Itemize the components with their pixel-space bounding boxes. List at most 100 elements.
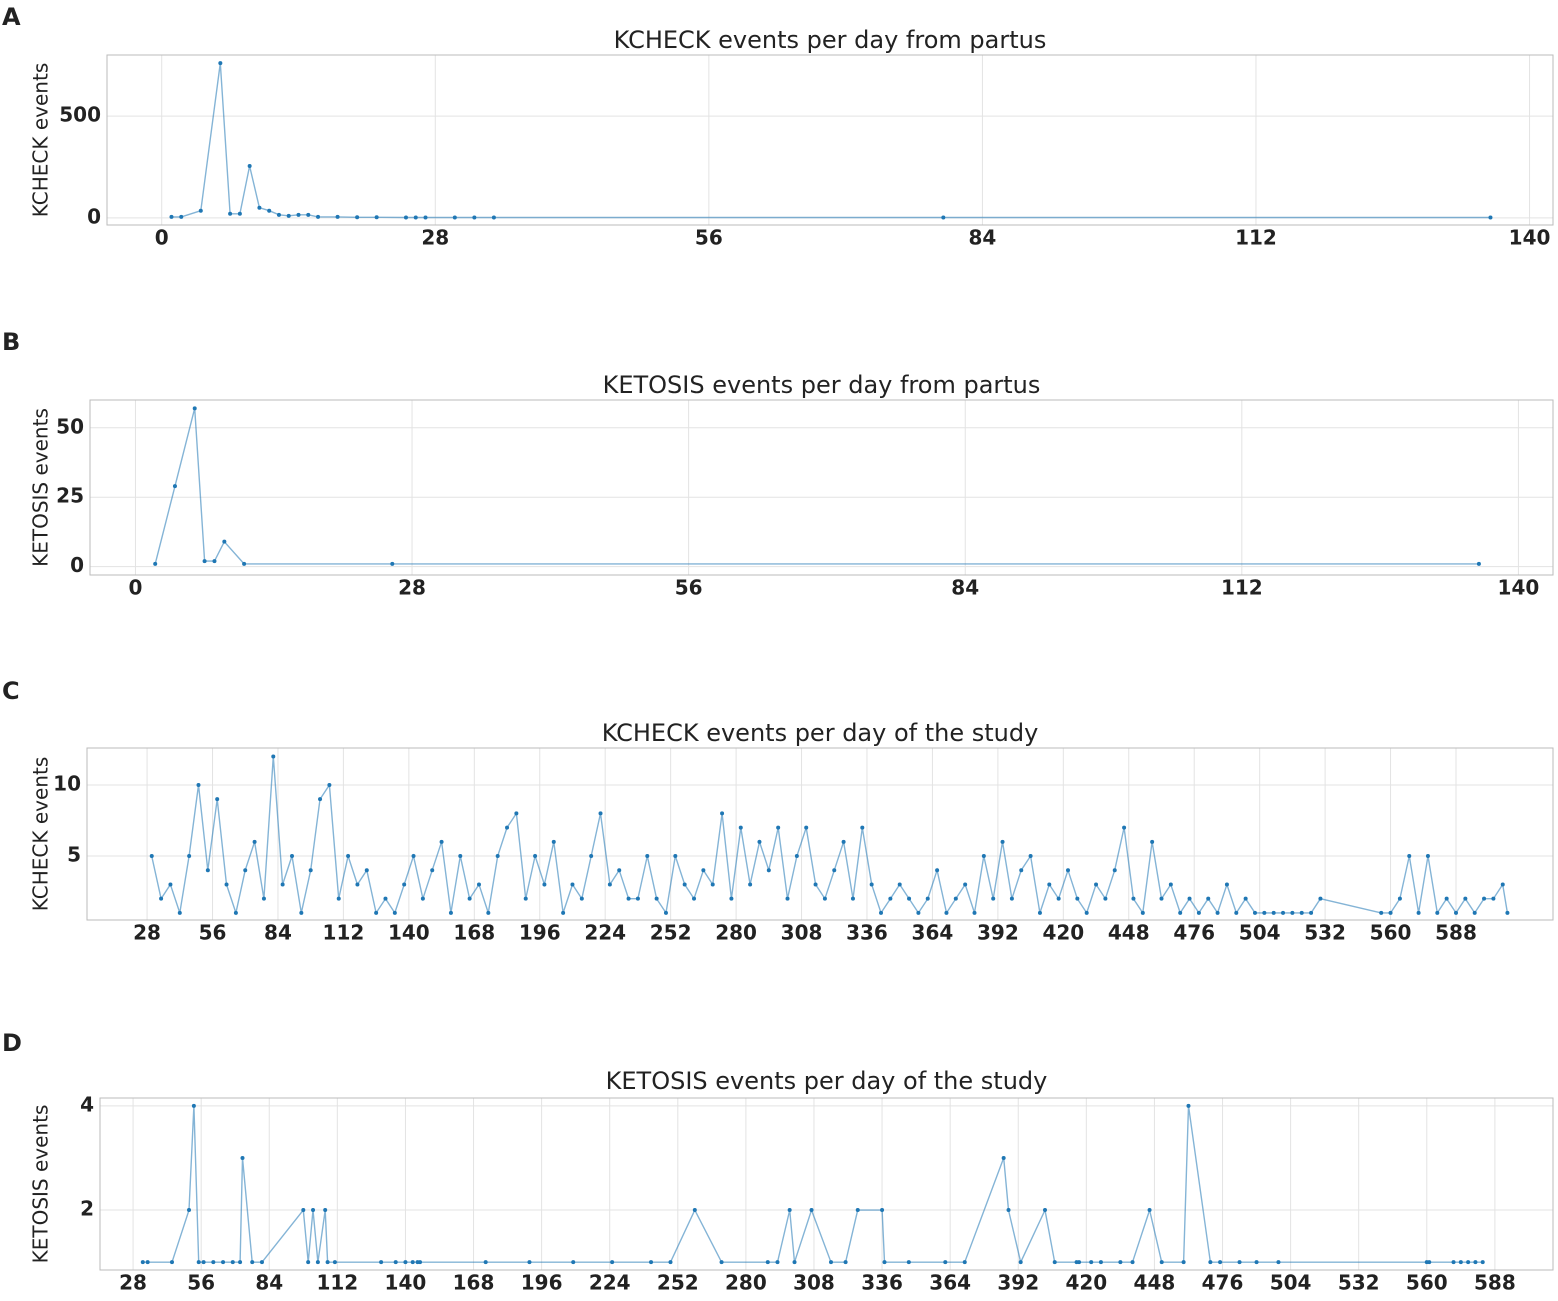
y-tick-label: 500	[59, 103, 101, 127]
data-point	[855, 1208, 860, 1213]
x-tick-label: 476	[1173, 921, 1215, 945]
x-tick-label: 84	[968, 226, 996, 250]
data-point	[617, 868, 622, 873]
x-tick-label: 112	[323, 921, 365, 945]
data-point	[654, 896, 659, 901]
data-point	[1098, 1260, 1103, 1265]
x-tick-label: 112	[1235, 226, 1277, 250]
data-point	[169, 214, 174, 219]
data-point	[719, 1260, 724, 1265]
x-tick-label: 308	[781, 921, 823, 945]
data-point	[963, 882, 968, 887]
data-point	[323, 1208, 328, 1213]
data-point	[390, 561, 395, 566]
data-point	[403, 215, 408, 220]
data-point	[561, 910, 566, 915]
data-point	[542, 882, 547, 887]
data-point	[1237, 1260, 1242, 1265]
data-point	[850, 896, 855, 901]
data-point	[187, 1208, 192, 1213]
data-point	[237, 211, 242, 216]
data-point	[1089, 1260, 1094, 1265]
data-point	[1150, 839, 1155, 844]
data-point	[221, 1260, 226, 1265]
data-point	[280, 882, 285, 887]
data-point	[907, 896, 912, 901]
data-point	[1505, 910, 1510, 915]
data-point	[897, 882, 902, 887]
data-point	[222, 539, 227, 544]
data-point	[1028, 854, 1033, 859]
panel-label: D	[2, 1029, 22, 1057]
data-point	[364, 868, 369, 873]
data-line	[151, 756, 1509, 916]
data-point	[710, 882, 715, 887]
data-point	[224, 882, 229, 887]
x-tick-label: 364	[912, 921, 954, 945]
data-point	[1491, 896, 1496, 901]
x-tick-label: 196	[521, 1271, 563, 1295]
data-point	[267, 208, 272, 213]
y-axis-label: KCHECK events	[29, 757, 53, 911]
data-point	[215, 797, 220, 802]
data-point	[809, 1208, 814, 1213]
data-point	[505, 825, 510, 830]
data-point	[430, 868, 435, 873]
data-point	[418, 1260, 423, 1265]
data-point	[935, 868, 940, 873]
x-tick-label: 336	[861, 1271, 903, 1295]
data-point	[403, 1260, 408, 1265]
x-tick-label: 28	[119, 1271, 147, 1295]
data-point	[1299, 910, 1304, 915]
data-point	[472, 215, 477, 220]
chart-title: KETOSIS events per day of the study	[606, 1067, 1048, 1095]
data-point	[765, 1260, 770, 1265]
data-point	[729, 896, 734, 901]
data-point	[191, 1103, 196, 1108]
x-tick-label: 0	[155, 226, 169, 250]
data-point	[748, 882, 753, 887]
data-point	[1276, 1260, 1281, 1265]
x-tick-label: 168	[453, 1271, 495, 1295]
data-point	[1254, 1260, 1259, 1265]
data-point	[205, 868, 210, 873]
data-point	[1397, 896, 1402, 901]
data-point	[888, 896, 893, 901]
data-point	[1252, 910, 1257, 915]
plot-frame	[89, 399, 1554, 576]
x-tick-label: 364	[929, 1271, 971, 1295]
data-point	[212, 559, 217, 564]
data-point	[346, 854, 351, 859]
x-tick-label: 56	[695, 226, 723, 250]
data-point	[533, 854, 538, 859]
data-point	[1103, 896, 1108, 901]
data-point	[374, 910, 379, 915]
data-point	[172, 484, 177, 489]
data-point	[402, 882, 407, 887]
panel-label: B	[2, 328, 20, 356]
data-point	[1427, 1260, 1432, 1265]
x-tick-label: 532	[1338, 1271, 1380, 1295]
data-point	[198, 208, 203, 213]
data-point	[201, 1260, 206, 1265]
data-point	[579, 896, 584, 901]
data-point	[880, 1208, 885, 1213]
x-tick-label: 112	[1221, 576, 1263, 600]
data-point	[336, 896, 341, 901]
data-point	[1019, 868, 1024, 873]
data-point	[1065, 868, 1070, 873]
data-point	[1234, 910, 1239, 915]
x-tick-label: 448	[1134, 1271, 1176, 1295]
data-point	[315, 1260, 320, 1265]
x-tick-label: 84	[951, 576, 979, 600]
data-point	[306, 212, 311, 217]
data-point	[953, 896, 958, 901]
x-tick-label: 420	[1042, 921, 1084, 945]
data-point	[1466, 1260, 1471, 1265]
data-point	[692, 1208, 697, 1213]
data-point	[423, 215, 428, 220]
data-point	[692, 896, 697, 901]
data-point	[301, 1208, 306, 1213]
data-point	[448, 910, 453, 915]
x-tick-label: 140	[385, 1271, 427, 1295]
